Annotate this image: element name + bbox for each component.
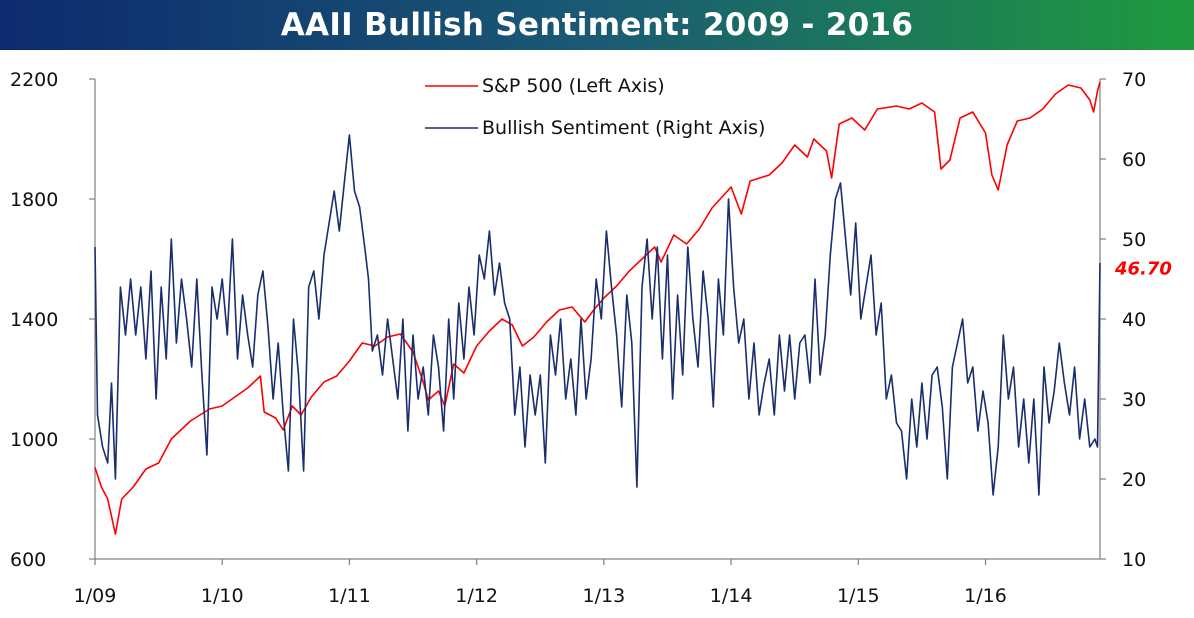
labels: 46.70 [1114,258,1172,279]
right-tick-label: 20 [1122,469,1146,491]
x-tick-label: 1/10 [201,585,244,607]
left-tick-label: 2200 [10,69,58,91]
left-tick-label: 1400 [10,309,58,331]
legend-label-sp500: S&P 500 (Left Axis) [482,75,665,97]
left-tick-label: 1800 [10,189,58,211]
x-tick-label: 1/14 [710,585,753,607]
left-tick-label: 1000 [10,429,58,451]
x-tick-label: 1/09 [74,585,117,607]
bullish-sentiment-line [94,134,1101,496]
x-tick-label: 1/12 [455,585,498,607]
last-value-label: 46.70 [1114,258,1172,279]
x-tick-label: 1/15 [837,585,880,607]
series-layer [94,81,1101,535]
right-tick-label: 50 [1122,229,1146,251]
left-tick-label: 600 [10,549,46,571]
axes: 600 1000 1400 1800 2200 10 20 30 40 50 60 70 1/09 1/1… [10,69,1146,607]
x-tick-label: 1/13 [583,585,626,607]
chart-title: AAII Bullish Sentiment: 2009 - 2016 [0,0,1194,50]
right-tick-label: 60 [1122,149,1146,171]
chart-area: 600 1000 1400 1800 2200 10 20 30 40 50 60 70 1/09 1/1… [10,69,1172,607]
right-tick-label: 40 [1122,309,1146,331]
right-tick-label: 70 [1122,69,1146,91]
sp500-line [94,81,1101,535]
legend: S&P 500 (Left Axis) Bullish Sentiment (Ri… [425,75,765,139]
x-tick-label: 1/16 [964,585,1007,607]
right-tick-label: 10 [1122,549,1146,571]
right-tick-label: 30 [1122,389,1146,411]
x-tick-label: 1/11 [328,585,371,607]
legend-label-bullish: Bullish Sentiment (Right Axis) [482,117,765,139]
